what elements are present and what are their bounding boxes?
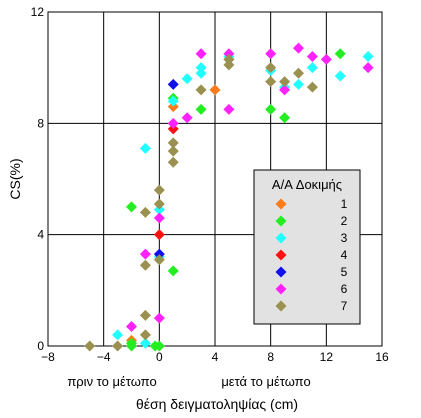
data-point-series-6 — [293, 42, 304, 54]
legend-label-7: 7 — [341, 299, 348, 313]
data-point-series-3 — [306, 62, 318, 74]
y-axis-label: CS(%) — [7, 158, 23, 199]
data-point-series-3 — [112, 329, 124, 341]
data-point-series-7 — [167, 145, 179, 157]
legend-marker-4 — [275, 249, 287, 261]
x-tick-label: −4 — [97, 350, 111, 364]
data-point-series-6 — [279, 84, 291, 96]
legend-label-4: 4 — [341, 248, 348, 262]
y-tick-label: 12 — [31, 5, 45, 19]
data-point-series-7 — [223, 53, 235, 65]
data-point-series-3 — [195, 67, 207, 79]
data-point-series-1 — [209, 84, 221, 96]
data-point-series-6 — [306, 51, 318, 63]
data-point-series-6 — [223, 103, 235, 115]
data-point-series-2 — [126, 201, 137, 213]
legend-label-1: 1 — [341, 197, 348, 211]
annotation-after-front: μετά το μέτωπο — [221, 374, 310, 389]
data-point-series-7 — [293, 67, 304, 79]
data-point-series-7 — [112, 340, 124, 352]
legend: A/A Δοκιμής 1 2 3 4 5 6 7 — [253, 169, 361, 325]
data-point-series-6 — [223, 48, 235, 60]
legend-title: A/A Δοκιμής — [272, 177, 342, 192]
legend-marker-2 — [275, 215, 287, 227]
data-point-series-2 — [334, 48, 346, 60]
data-point-series-2 — [167, 265, 179, 277]
x-tick-label: 4 — [212, 350, 219, 364]
legend-label-5: 5 — [341, 265, 348, 279]
x-tick-label: 0 — [156, 350, 163, 364]
data-point-series-3 — [181, 73, 193, 85]
legend-label-2: 2 — [341, 214, 348, 228]
legend-label-3: 3 — [341, 231, 348, 245]
data-point-series-2 — [153, 340, 165, 352]
legend-marker-3 — [275, 232, 287, 244]
data-points — [84, 42, 374, 352]
data-point-series-6 — [126, 321, 137, 333]
data-point-series-6 — [362, 62, 374, 74]
legend-marker-6 — [275, 283, 287, 295]
data-point-series-7 — [139, 259, 151, 271]
data-point-series-7 — [167, 137, 179, 149]
legend-marker-1 — [275, 198, 287, 210]
data-point-series-2 — [195, 103, 207, 115]
data-point-series-5 — [153, 248, 165, 260]
data-point-series-6 — [265, 48, 277, 60]
data-point-series-3 — [362, 51, 374, 63]
x-tick-label: 16 — [375, 350, 389, 364]
data-point-series-2 — [279, 112, 291, 124]
data-point-series-7 — [195, 84, 207, 96]
data-point-series-6 — [153, 312, 165, 324]
data-point-series-7 — [167, 156, 179, 168]
data-point-series-3 — [167, 95, 179, 107]
data-point-series-7 — [153, 198, 165, 210]
x-tick-label: 8 — [267, 350, 274, 364]
data-point-series-3 — [334, 70, 346, 82]
legend-box — [253, 169, 361, 325]
data-point-series-6 — [139, 248, 151, 260]
data-point-series-7 — [84, 340, 96, 352]
legend-marker-7 — [275, 300, 287, 312]
data-point-series-2 — [126, 337, 137, 349]
data-point-series-7 — [153, 254, 165, 266]
data-point-series-6 — [181, 112, 193, 124]
legend-items: 1 2 3 4 5 6 7 — [275, 197, 348, 313]
data-point-series-6 — [153, 212, 165, 224]
data-point-series-7 — [265, 62, 277, 74]
data-point-series-6 — [320, 53, 332, 65]
data-point-series-7 — [306, 81, 318, 93]
data-point-series-3 — [139, 142, 151, 154]
data-point-series-7 — [223, 59, 235, 71]
data-point-series-7 — [139, 309, 151, 321]
data-point-series-7 — [265, 76, 277, 88]
x-tick-label: −8 — [41, 350, 55, 364]
data-point-series-7 — [139, 206, 151, 218]
data-point-series-2 — [265, 103, 277, 115]
x-tick-label: 12 — [320, 350, 334, 364]
data-point-series-4 — [167, 123, 179, 135]
legend-label-6: 6 — [341, 282, 348, 296]
data-point-series-6 — [167, 117, 179, 129]
y-tick-label: 4 — [37, 228, 44, 242]
x-axis-label: θέση δειγματοληψίας (cm) — [136, 396, 298, 412]
data-point-series-7 — [153, 184, 165, 196]
annotation-before-front: πριν το μέτωπο — [67, 374, 156, 389]
data-point-series-4 — [153, 229, 165, 241]
y-tick-label: 8 — [37, 116, 44, 130]
data-point-series-3 — [195, 62, 207, 74]
y-tick-label: 0 — [37, 339, 44, 353]
data-point-series-3 — [293, 78, 304, 90]
data-point-series-3 — [139, 337, 151, 349]
data-point-series-3 — [153, 204, 165, 216]
data-point-series-7 — [139, 329, 151, 341]
data-point-series-6 — [195, 48, 207, 60]
data-point-series-7 — [279, 76, 291, 88]
legend-marker-5 — [275, 266, 287, 278]
data-point-series-1 — [167, 101, 179, 113]
data-point-series-5 — [167, 78, 179, 90]
